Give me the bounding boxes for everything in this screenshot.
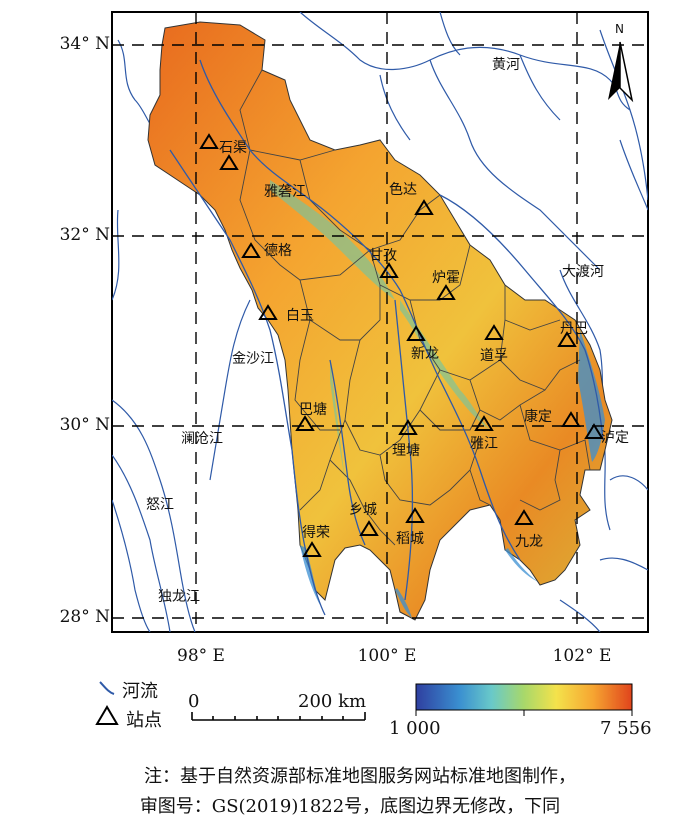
station-label-derong: 得荣 [302,525,330,541]
triangle-icon [561,411,581,427]
station-label-batang: 巴塘 [299,402,327,418]
lat-label-34: 34° N [59,34,110,54]
triangle-icon [436,284,456,300]
triangle-icon [219,154,239,170]
river-label-lancangjiang: 澜沧江 [181,431,223,447]
triangle-icon [258,304,278,320]
lat-label-30: 30° N [59,415,110,435]
scale-bar [191,712,366,721]
elevation-min-label: 1 000 [389,718,441,739]
north-arrow-icon [608,41,634,103]
station-legend-icon [95,705,119,725]
lat-label-28: 28° N [59,607,110,627]
triangle-icon [474,415,494,431]
lon-label-98: 98° E [177,646,225,666]
station-label-dege: 德格 [264,243,292,259]
triangle-icon [359,520,379,536]
river-label-jinshajiang: 金沙江 [232,351,274,367]
county-boundaries [239,69,591,546]
station-label-danba: 丹巴 [560,321,588,337]
river-label-yalongjiang: 雅砻江 [264,184,306,200]
triangle-icon [406,325,426,341]
station-label-shiqu: 石渠 [219,140,247,156]
station-label-ganzi: 甘孜 [369,248,397,264]
river-legend-icon [99,681,115,695]
triangle-icon [199,133,219,149]
triangle-icon [405,507,425,523]
legend-river-label: 河流 [122,681,158,702]
graticule [112,12,648,632]
region-rivers [169,59,604,616]
station-label-jiulong: 九龙 [515,534,543,550]
triangle-icon [241,242,261,258]
station-label-yajiang: 雅江 [470,436,498,452]
scale-start-label: 0 [188,691,200,712]
triangle-icon [484,324,504,340]
north-label: N [615,22,624,36]
station-label-litang: 理塘 [392,443,420,459]
station-markers [199,133,604,557]
triangle-icon [414,199,434,215]
station-label-xiangcheng: 乡城 [349,502,377,518]
scale-end-label: 200 km [298,691,367,712]
triangle-icon [557,331,577,347]
station-label-baiyu: 白玉 [286,308,314,324]
lon-label-102: 102° E [552,646,612,666]
river-label-daduhe: 大渡河 [562,264,604,280]
note-line-2: 审图号：GS(2019)1822号，底图边界无修改，下同 [139,796,561,817]
station-label-luding: 泸定 [601,430,629,446]
triangle-icon [302,541,322,557]
elevation-max-label: 7 556 [600,718,652,739]
river-label-nujiang: 怒江 [146,497,174,513]
legend-station-label: 站点 [126,710,162,731]
river-label-dulongjiang: 独龙江 [158,589,200,605]
river-label-huanghe: 黄河 [492,57,520,73]
station-label-kangding: 康定 [524,409,552,425]
station-label-daofu: 道孚 [480,348,508,364]
note-line-1: 注：基于自然资源部标准地图服务网站标准地图制作， [144,766,576,787]
lowland-shading [270,180,490,480]
triangle-icon [584,423,604,439]
triangle-icon [398,419,418,435]
station-label-luhuo: 炉霍 [432,270,460,286]
station-label-daocheng: 稻城 [396,531,424,547]
station-label-xinlong: 新龙 [411,346,439,362]
lat-label-32: 32° N [59,225,110,245]
station-label-seda: 色达 [389,182,417,198]
lon-label-100: 100° E [357,646,417,666]
triangle-icon [379,262,399,278]
triangle-icon [514,509,534,525]
triangle-icon [295,415,315,431]
elevation-colorbar [415,683,633,711]
